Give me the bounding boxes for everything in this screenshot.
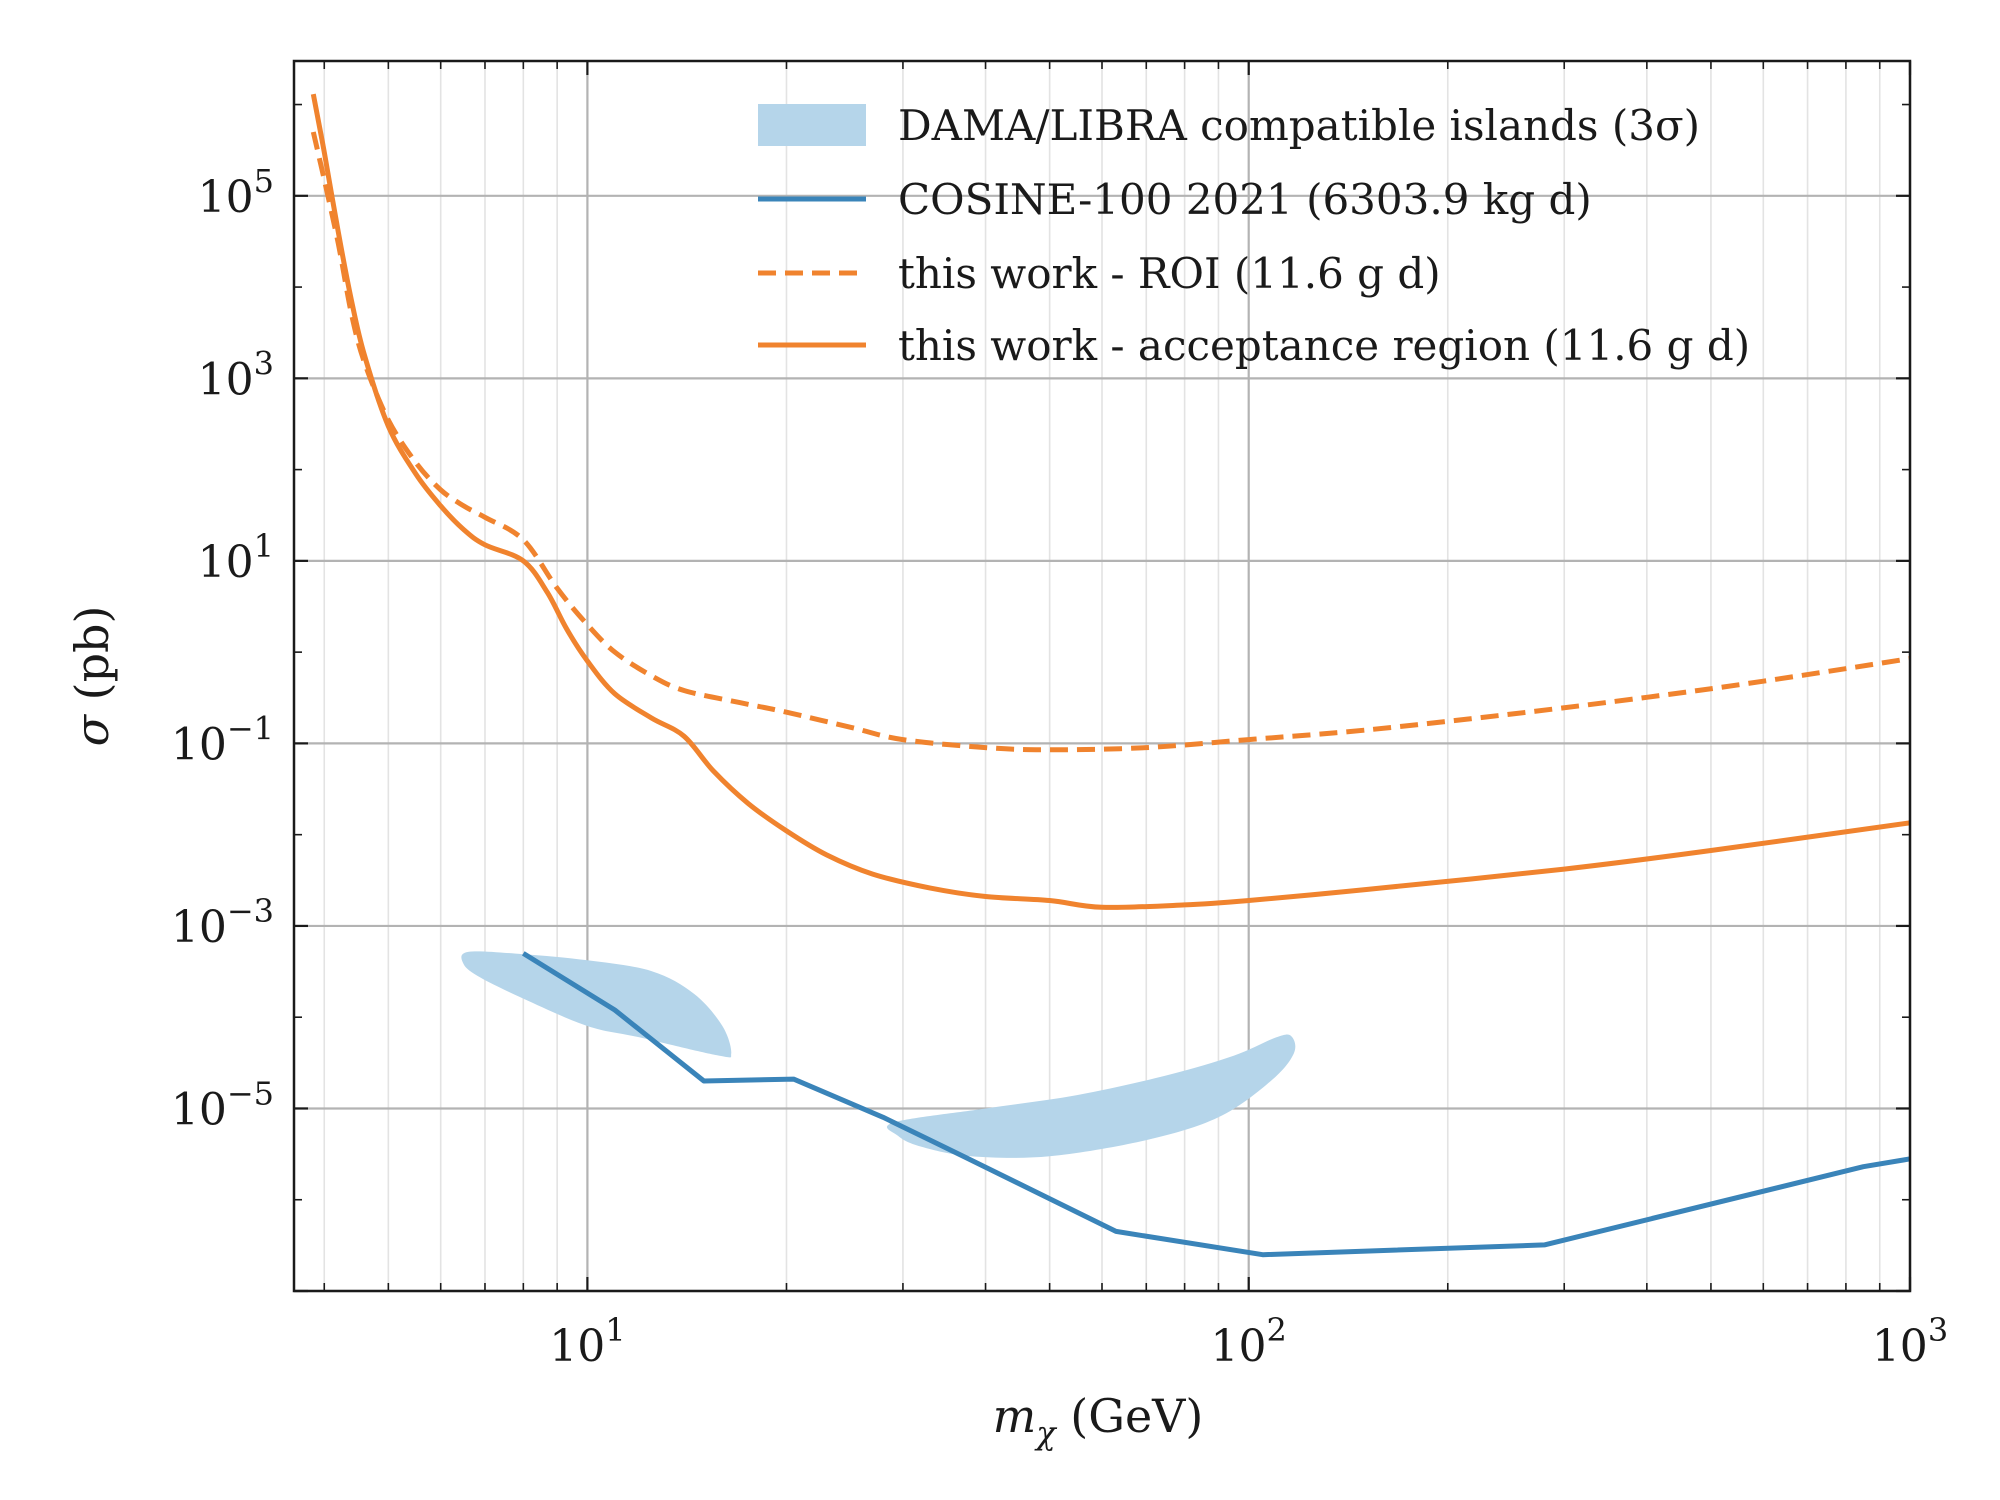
y-tick-base: 10 (198, 172, 254, 223)
cosine-limit-line (521, 951, 1910, 1258)
x-axis-symbol: m (993, 1389, 1037, 1443)
x-tick-base: 10 (1872, 1321, 1928, 1372)
y-tick-base: 10 (171, 719, 227, 770)
series-lines (310, 93, 1910, 1258)
y-tick-label: 10−5 (171, 1074, 274, 1135)
x-tick-exponent: 3 (1928, 1311, 1948, 1349)
y-axis-unit: (pb) (65, 606, 119, 701)
legend-label-cosine: COSINE-100 2021 (6303.9 kg d) (898, 175, 1592, 224)
y-tick-exponent: 5 (254, 162, 274, 200)
x-tick-labels: 101 102 103 (549, 1311, 1948, 1372)
x-axis-label: mχ (GeV) (993, 1389, 1204, 1452)
dama-island-2 (886, 1034, 1296, 1158)
y-tick-exponent: −3 (227, 892, 274, 930)
minor-grid (323, 61, 1881, 1291)
x-tick-label: 102 (1211, 1311, 1287, 1372)
x-tick-exponent: 1 (605, 1311, 625, 1349)
y-tick-base: 10 (171, 902, 227, 953)
roi-limit-line (310, 131, 1910, 753)
legend-swatch-dama (758, 104, 866, 146)
y-tick-exponent: 3 (254, 344, 274, 382)
legend-label-acceptance: this work - acceptance region (11.6 g d) (898, 321, 1750, 370)
x-tick-base: 10 (1211, 1321, 1267, 1372)
y-tick-exponent: −1 (227, 709, 274, 747)
y-tick-exponent: 1 (254, 527, 274, 565)
x-tick-exponent: 2 (1267, 1311, 1287, 1349)
plot-frame (292, 59, 1912, 1293)
x-axis-subscript: χ (1034, 1414, 1057, 1452)
x-tick-base: 10 (549, 1321, 605, 1372)
legend-label-roi: this work - ROI (11.6 g d) (898, 249, 1441, 298)
x-axis-spacer (1056, 1389, 1071, 1443)
x-tick-label: 103 (1872, 1311, 1948, 1372)
y-tick-base: 10 (171, 1084, 227, 1135)
y-axis-symbol: σ (65, 713, 119, 746)
y-tick-label: 101 (198, 527, 274, 588)
x-axis-unit: (GeV) (1070, 1389, 1203, 1443)
legend: DAMA/LIBRA compatible islands (3σ) COSIN… (758, 101, 1750, 370)
y-axis-label: σ (pb) (65, 606, 119, 747)
y-tick-base: 10 (198, 354, 254, 405)
legend-label-dama: DAMA/LIBRA compatible islands (3σ) (898, 101, 1700, 150)
y-tick-label: 103 (198, 344, 274, 405)
dama-island-1 (461, 951, 732, 1058)
acceptance-limit-line (310, 93, 1910, 910)
y-tick-label: 10−1 (171, 709, 274, 770)
y-tick-label: 105 (198, 162, 274, 223)
x-tick-label: 101 (549, 1311, 625, 1372)
dama-regions (461, 951, 1296, 1158)
y-tick-label: 10−3 (171, 892, 274, 953)
y-axis-spacer (65, 700, 119, 715)
y-tick-base: 10 (198, 537, 254, 588)
y-tick-exponent: −5 (227, 1074, 274, 1112)
